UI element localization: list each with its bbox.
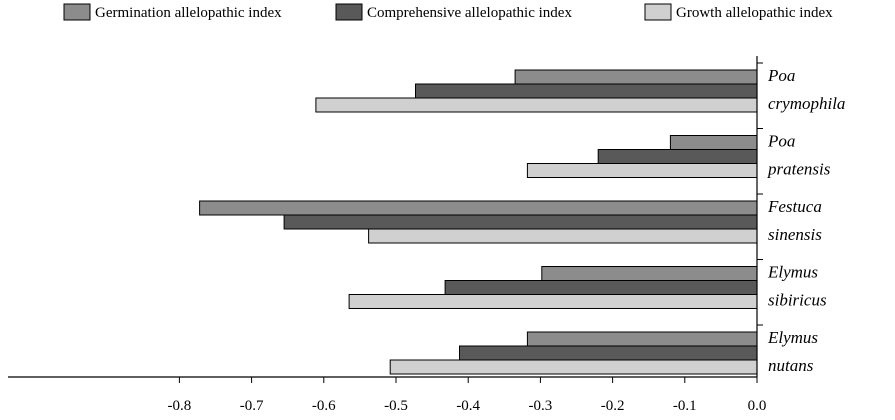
bar	[444, 280, 758, 295]
bar	[669, 135, 758, 150]
bar	[541, 266, 758, 281]
legend-label: Growth allelopathic index	[676, 5, 833, 21]
x-tick-label: 0.0	[748, 398, 767, 414]
bar	[597, 149, 758, 164]
category-label-genus: Festuca	[767, 197, 822, 216]
bar	[514, 69, 758, 85]
legend-swatch	[644, 3, 672, 21]
bars	[199, 69, 758, 375]
bar	[348, 294, 758, 309]
category-label-species: sibiricus	[768, 291, 827, 310]
bar	[526, 163, 758, 178]
bar	[459, 345, 758, 361]
legend-label: Comprehensive allelopathic index	[367, 5, 572, 21]
legend-label: Germination allelopathic index	[95, 5, 282, 21]
category-label-genus: Poa	[767, 132, 795, 151]
x-tick-label: -0.4	[456, 398, 480, 414]
axes: -0.8 -0.7 -0.6 -0.5 -0.4 -0.3 -0.2 -0.1 0.0	[8, 56, 766, 414]
category-label-species: sinensis	[768, 225, 822, 244]
bar	[283, 214, 758, 230]
category-label-genus: Elymus	[767, 328, 818, 347]
x-tick-label: -0.7	[240, 398, 264, 414]
x-tick-label: -0.8	[168, 398, 192, 414]
x-tick-label: -0.1	[673, 398, 697, 414]
bar	[415, 83, 758, 99]
bar	[199, 200, 758, 216]
x-tick-label: -0.2	[601, 398, 625, 414]
bar	[389, 359, 758, 375]
x-tick-label: -0.5	[384, 398, 408, 414]
category-label-species: crymophila	[768, 94, 845, 113]
legend: Germination allelopathic index Comprehens…	[63, 3, 833, 21]
x-tick-label: -0.6	[312, 398, 336, 414]
category-labels: Poa crymophila Poa pratensis Festuca sinensis…	[767, 66, 845, 375]
bar	[526, 331, 758, 347]
legend-swatch	[335, 3, 363, 21]
x-tick-label: -0.3	[529, 398, 553, 414]
category-label-genus: Poa	[767, 66, 795, 85]
category-label-species: nutans	[768, 356, 814, 375]
bar	[315, 97, 758, 113]
category-label-species: pratensis	[767, 160, 831, 179]
category-label-genus: Elymus	[767, 263, 818, 282]
bar	[368, 228, 758, 244]
legend-swatch	[63, 3, 91, 21]
